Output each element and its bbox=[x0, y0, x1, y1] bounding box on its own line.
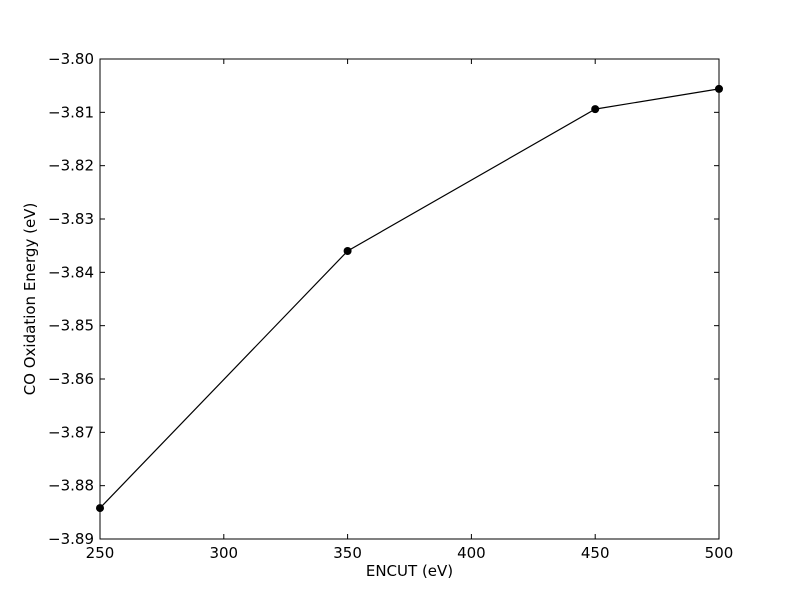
x-tick-label: 350 bbox=[333, 544, 362, 562]
plot-frame bbox=[99, 58, 720, 540]
y-tick-label: −3.87 bbox=[48, 423, 94, 441]
y-tick-label: −3.82 bbox=[48, 157, 94, 175]
data-point bbox=[591, 105, 600, 114]
series-line bbox=[99, 88, 720, 509]
axis-ticks: 250 300 350 400 450 500 −3.80 −3.81 −3.82 −3.83 −3… bbox=[48, 50, 733, 562]
y-tick-label: −3.84 bbox=[48, 263, 94, 281]
y-tick-label: −3.86 bbox=[48, 370, 94, 388]
data-point bbox=[343, 247, 352, 255]
y-tick-label: −3.83 bbox=[48, 210, 94, 228]
x-tick-label: 500 bbox=[705, 544, 734, 562]
x-axis-label: ENCUT (eV) bbox=[366, 562, 453, 580]
x-tick-label: 400 bbox=[457, 544, 486, 562]
y-tick-label: −3.89 bbox=[48, 530, 94, 548]
y-axis-label: CO Oxidation Energy (eV) bbox=[21, 203, 39, 396]
x-tick-label: 250 bbox=[86, 544, 115, 562]
x-tick-label: 300 bbox=[209, 544, 238, 562]
y-tick-label: −3.80 bbox=[48, 50, 94, 68]
y-tick-label: −3.88 bbox=[48, 477, 94, 495]
y-tick-label: −3.85 bbox=[48, 317, 94, 335]
y-tick-label: −3.81 bbox=[48, 103, 94, 121]
x-tick-label: 450 bbox=[581, 544, 610, 562]
